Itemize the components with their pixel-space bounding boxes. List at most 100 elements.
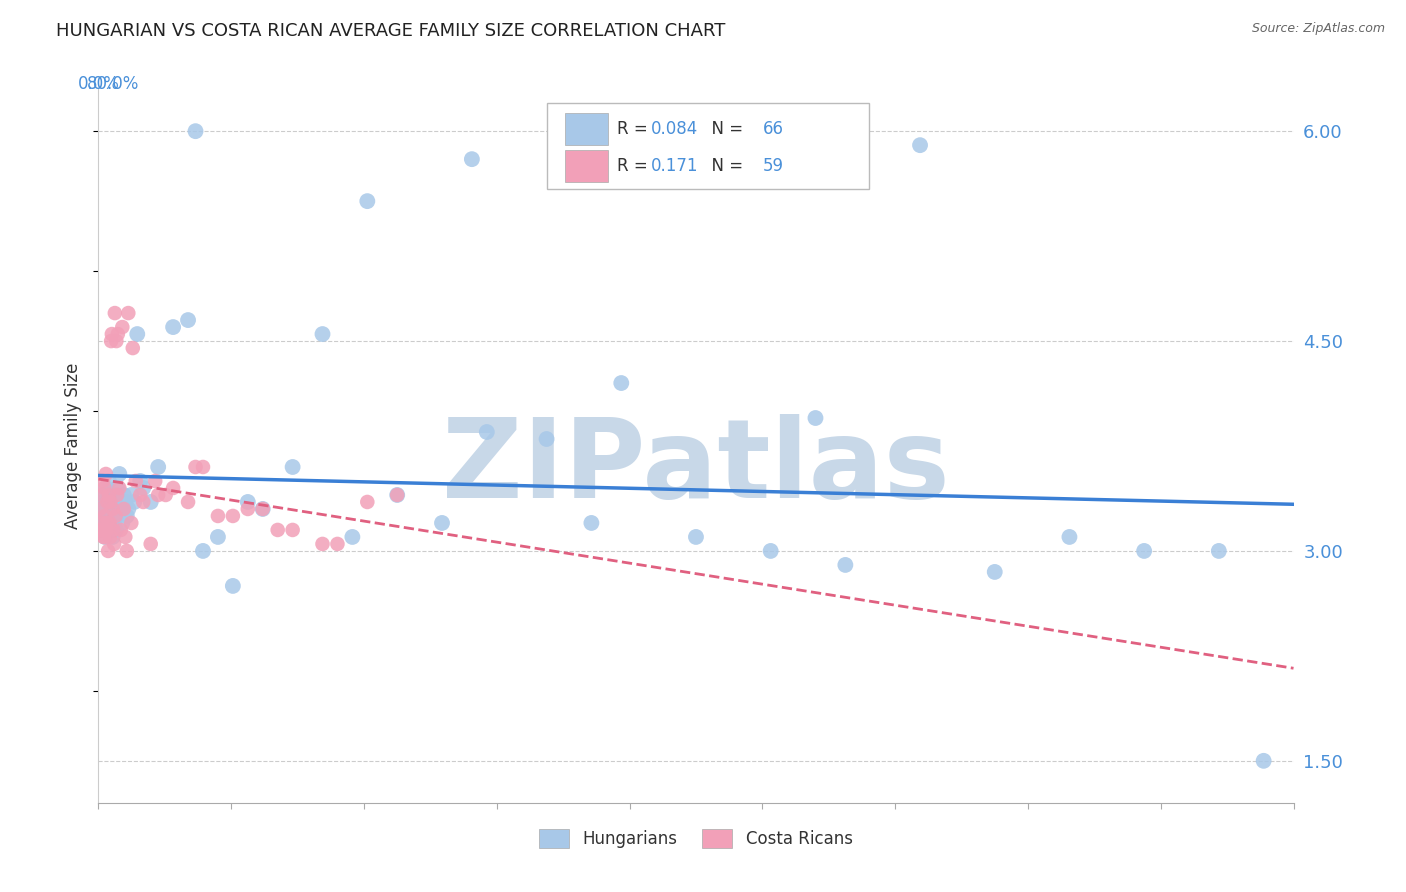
Point <box>132 481 155 495</box>
Point <box>356 194 378 208</box>
Point <box>536 432 558 446</box>
Point <box>98 495 122 509</box>
Point <box>97 523 120 537</box>
Point <box>139 537 162 551</box>
Y-axis label: Average Family Size: Average Family Size <box>65 363 83 529</box>
Text: 80.0%: 80.0% <box>87 75 139 93</box>
Point <box>103 537 125 551</box>
Point <box>93 523 115 537</box>
Point <box>89 502 111 516</box>
Point <box>461 152 484 166</box>
Point <box>475 425 498 439</box>
Point <box>121 341 143 355</box>
Point <box>96 516 118 530</box>
Text: R =: R = <box>617 157 654 175</box>
Point <box>311 537 333 551</box>
Point <box>90 508 112 523</box>
Point <box>125 474 148 488</box>
Point <box>93 523 115 537</box>
Point <box>110 523 132 537</box>
Point <box>101 327 124 342</box>
Point <box>236 502 259 516</box>
Point <box>127 327 149 342</box>
Point <box>120 516 142 530</box>
Point <box>93 481 115 495</box>
Point <box>685 530 707 544</box>
Point <box>252 502 274 516</box>
Point <box>148 488 170 502</box>
Point <box>98 508 121 523</box>
Point <box>112 502 135 516</box>
Point <box>96 502 118 516</box>
Point <box>105 508 128 523</box>
Point <box>222 579 245 593</box>
Text: 59: 59 <box>763 157 785 175</box>
Point <box>94 467 117 481</box>
Point <box>143 474 166 488</box>
Point <box>108 481 131 495</box>
Point <box>105 334 128 348</box>
Point <box>107 481 129 495</box>
Point <box>326 537 349 551</box>
Point <box>184 124 207 138</box>
Point <box>111 516 134 530</box>
Point <box>430 516 453 530</box>
Point <box>111 320 134 334</box>
Text: Source: ZipAtlas.com: Source: ZipAtlas.com <box>1251 22 1385 36</box>
Point <box>207 508 229 523</box>
Point <box>385 488 409 502</box>
Point <box>252 502 274 516</box>
Point <box>107 327 129 342</box>
Point <box>104 495 127 509</box>
Point <box>104 508 127 523</box>
Point <box>1208 544 1230 558</box>
Point <box>101 502 124 516</box>
Point <box>385 488 409 502</box>
Point <box>94 530 117 544</box>
Point <box>177 495 200 509</box>
Point <box>91 495 114 509</box>
Point <box>115 544 138 558</box>
Point <box>91 516 114 530</box>
Point <box>162 481 184 495</box>
Point <box>96 516 118 530</box>
Point <box>96 495 118 509</box>
Point <box>191 460 214 475</box>
Point <box>100 516 122 530</box>
Text: 66: 66 <box>763 120 785 138</box>
Point <box>267 523 290 537</box>
Point <box>103 488 125 502</box>
Point <box>236 495 259 509</box>
Point <box>98 530 122 544</box>
Point <box>129 488 152 502</box>
Point <box>91 516 114 530</box>
Point <box>804 411 827 425</box>
Point <box>93 488 115 502</box>
Point <box>834 558 856 572</box>
Point <box>94 508 117 523</box>
Text: ZIPatlas: ZIPatlas <box>441 414 950 521</box>
Point <box>281 523 304 537</box>
Point <box>101 502 124 516</box>
Point <box>112 488 135 502</box>
Point <box>90 488 112 502</box>
Point <box>162 320 184 334</box>
Point <box>155 488 177 502</box>
Point <box>100 334 122 348</box>
Point <box>114 495 136 509</box>
Point <box>90 502 112 516</box>
Point <box>129 474 152 488</box>
Point <box>148 460 170 475</box>
Point <box>94 481 117 495</box>
Point <box>114 530 136 544</box>
Text: HUNGARIAN VS COSTA RICAN AVERAGE FAMILY SIZE CORRELATION CHART: HUNGARIAN VS COSTA RICAN AVERAGE FAMILY … <box>56 22 725 40</box>
Point <box>207 530 229 544</box>
Point <box>93 530 115 544</box>
Point <box>1133 544 1156 558</box>
FancyBboxPatch shape <box>565 150 607 182</box>
Point <box>1253 754 1275 768</box>
Point <box>97 544 120 558</box>
Point <box>105 488 128 502</box>
Point <box>1059 530 1081 544</box>
Point <box>90 523 112 537</box>
